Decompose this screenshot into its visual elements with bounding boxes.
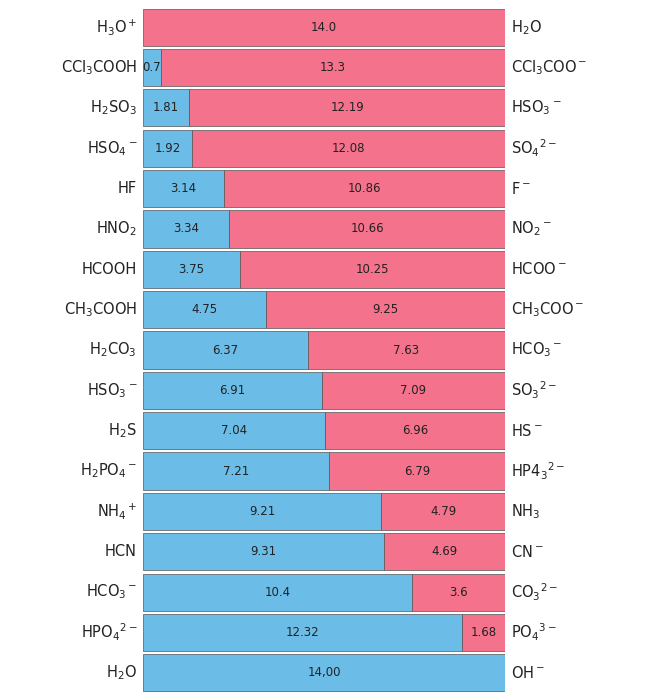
Text: NH$_4$$^+$: NH$_4$$^+$ <box>97 501 137 522</box>
Bar <box>412 573 505 610</box>
Text: NH$_3$: NH$_3$ <box>511 502 540 521</box>
Text: 10.86: 10.86 <box>348 182 382 195</box>
Text: 10.4: 10.4 <box>264 586 290 598</box>
Bar <box>143 130 192 167</box>
Text: H$_2$PO$_4$$^-$: H$_2$PO$_4$$^-$ <box>80 462 137 480</box>
Bar <box>143 291 266 328</box>
Text: HNO$_2$: HNO$_2$ <box>96 220 137 238</box>
Text: 13.3: 13.3 <box>320 61 346 74</box>
Text: 6.79: 6.79 <box>404 465 430 477</box>
Text: HS$^-$: HS$^-$ <box>511 423 543 439</box>
Text: HSO$_4$$^-$: HSO$_4$$^-$ <box>87 139 137 158</box>
Text: HP4$_3$$^{2-}$: HP4$_3$$^{2-}$ <box>511 461 565 482</box>
Text: 7.63: 7.63 <box>393 344 420 356</box>
Text: 14.0: 14.0 <box>311 21 337 34</box>
Bar <box>143 251 240 288</box>
Text: HCO$_3$$^-$: HCO$_3$$^-$ <box>511 341 562 359</box>
Text: 3.14: 3.14 <box>170 182 196 195</box>
Text: HCO$_3$$^-$: HCO$_3$$^-$ <box>86 583 137 601</box>
Bar <box>240 251 505 288</box>
Text: 1.92: 1.92 <box>154 141 181 155</box>
Text: H$_2$O: H$_2$O <box>511 18 542 36</box>
Text: 6.91: 6.91 <box>219 384 245 397</box>
Bar <box>325 412 505 449</box>
Text: 10.66: 10.66 <box>351 223 384 235</box>
Bar <box>143 573 412 610</box>
Bar <box>143 493 381 530</box>
Text: 6.37: 6.37 <box>212 344 238 356</box>
Text: 12.08: 12.08 <box>332 141 365 155</box>
Text: H$_2$SO$_3$: H$_2$SO$_3$ <box>91 99 137 117</box>
Text: 1.81: 1.81 <box>153 102 179 114</box>
Text: 10.25: 10.25 <box>356 262 389 276</box>
Bar <box>143 8 505 46</box>
Text: CCl$_3$COOH: CCl$_3$COOH <box>61 58 137 77</box>
Bar <box>143 170 224 207</box>
Text: PO$_4$$^{3-}$: PO$_4$$^{3-}$ <box>511 622 557 643</box>
Text: 7.04: 7.04 <box>221 424 247 438</box>
Text: 3.6: 3.6 <box>450 586 468 598</box>
Text: 4.69: 4.69 <box>432 545 457 559</box>
Text: 12.32: 12.32 <box>285 626 319 639</box>
Text: HSO$_3$$^-$: HSO$_3$$^-$ <box>87 381 137 400</box>
Bar <box>143 412 325 449</box>
Bar <box>143 654 505 692</box>
Bar <box>229 211 505 248</box>
Bar <box>192 130 505 167</box>
Text: NO$_2$$^-$: NO$_2$$^-$ <box>511 220 552 238</box>
Bar <box>143 331 308 369</box>
Bar <box>224 170 505 207</box>
Bar <box>143 533 384 570</box>
Text: OH$^-$: OH$^-$ <box>511 665 545 681</box>
Bar <box>143 211 229 248</box>
Bar <box>143 452 329 489</box>
Bar <box>266 291 505 328</box>
Bar <box>329 452 505 489</box>
Text: 3.75: 3.75 <box>178 262 204 276</box>
Bar <box>308 331 505 369</box>
Text: CH$_3$COO$^-$: CH$_3$COO$^-$ <box>511 300 584 319</box>
Text: HCOOH: HCOOH <box>82 262 137 276</box>
Bar <box>143 372 321 409</box>
Bar <box>161 49 505 86</box>
Text: H$_2$S: H$_2$S <box>108 421 137 440</box>
Bar <box>384 533 505 570</box>
Text: HCN: HCN <box>105 545 137 559</box>
Text: 9.31: 9.31 <box>250 545 276 559</box>
Text: 4.75: 4.75 <box>191 303 217 316</box>
Text: 12.19: 12.19 <box>330 102 364 114</box>
Text: 6.96: 6.96 <box>402 424 428 438</box>
Text: F$^-$: F$^-$ <box>511 181 531 197</box>
Text: H$_2$O: H$_2$O <box>106 664 137 682</box>
Text: CCl$_3$COO$^-$: CCl$_3$COO$^-$ <box>511 58 587 77</box>
Text: 9.25: 9.25 <box>373 303 399 316</box>
Text: 4.79: 4.79 <box>430 505 456 518</box>
Text: SO$_4$$^{2-}$: SO$_4$$^{2-}$ <box>511 137 557 159</box>
Text: HCOO$^-$: HCOO$^-$ <box>511 261 567 277</box>
Text: CO$_3$$^{2-}$: CO$_3$$^{2-}$ <box>511 582 558 603</box>
Bar <box>143 49 161 86</box>
Text: SO$_3$$^{2-}$: SO$_3$$^{2-}$ <box>511 379 557 401</box>
Bar <box>321 372 505 409</box>
Bar <box>143 614 462 651</box>
Text: HF: HF <box>118 181 137 196</box>
Text: 1.68: 1.68 <box>470 626 497 639</box>
Text: CN$^-$: CN$^-$ <box>511 544 544 560</box>
Text: HSO$_3$$^-$: HSO$_3$$^-$ <box>511 99 561 117</box>
Bar <box>462 614 505 651</box>
Text: HPO$_4$$^{2-}$: HPO$_4$$^{2-}$ <box>80 622 137 643</box>
Text: CH$_3$COOH: CH$_3$COOH <box>64 300 137 319</box>
Text: H$_3$O$^+$: H$_3$O$^+$ <box>96 18 137 37</box>
Text: 0.7: 0.7 <box>143 61 161 74</box>
Bar <box>189 90 505 127</box>
Text: 14,00: 14,00 <box>307 666 341 679</box>
Text: 7.21: 7.21 <box>223 465 249 477</box>
Text: H$_2$CO$_3$: H$_2$CO$_3$ <box>89 341 137 359</box>
Text: 7.09: 7.09 <box>400 384 426 397</box>
Text: 9.21: 9.21 <box>249 505 275 518</box>
Bar <box>143 90 189 127</box>
Bar <box>381 493 505 530</box>
Text: 3.34: 3.34 <box>173 223 199 235</box>
